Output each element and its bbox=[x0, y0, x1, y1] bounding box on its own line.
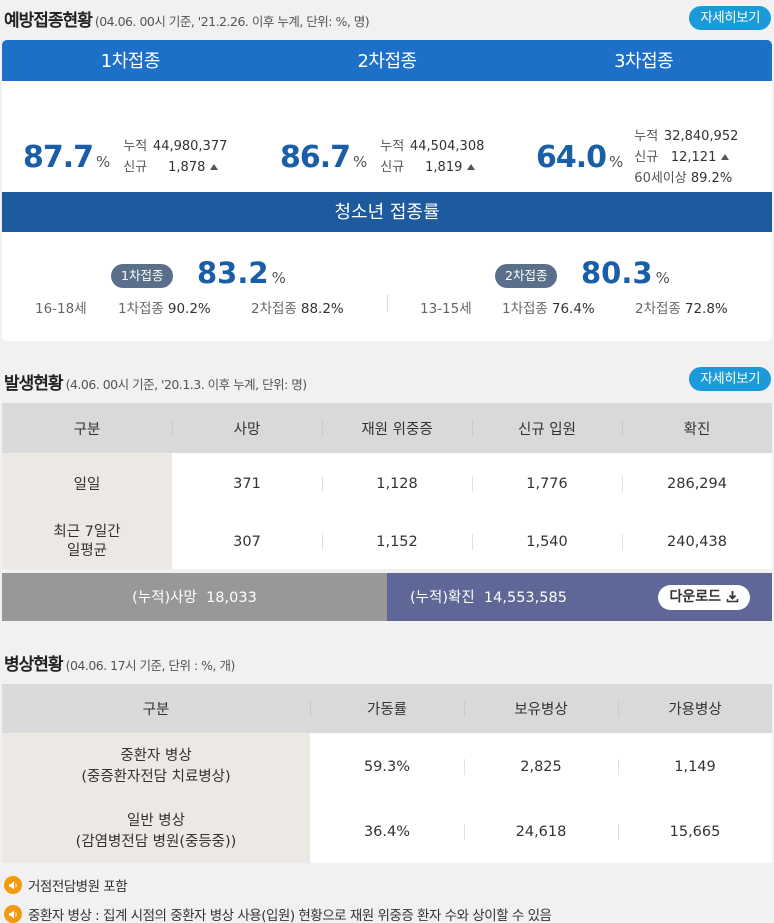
table-header-row: 구분 사망 재원 위중증 신규 입원 확진 bbox=[2, 403, 772, 453]
table-cell: 15,665 bbox=[618, 800, 772, 863]
download-icon bbox=[726, 591, 739, 603]
dose-2-cumulative: 44,504,308 bbox=[409, 139, 485, 154]
cumulative-bar: (누적)사망 18,033 (누적)확진 14,553,585 다운로드 bbox=[2, 573, 772, 621]
youth-1-age: 16-18세 bbox=[35, 301, 87, 317]
column-header: 사망 bbox=[172, 403, 322, 453]
dose-2-stats: 86.7% 누적 44,504,308 신규 1,819 bbox=[280, 109, 484, 205]
youth-1-badge: 1차접종 bbox=[111, 264, 174, 288]
row-label: 최근 7일간 일평균 bbox=[2, 514, 172, 569]
youth-2-badge: 2차접종 bbox=[495, 264, 558, 288]
vaccination-title: 예방접종현황 bbox=[4, 11, 93, 31]
divider bbox=[387, 294, 388, 312]
column-header: 가용병상 bbox=[618, 684, 772, 733]
beds-header: 병상현황 (04.06. 17시 기준, 단위 : %, 개) bbox=[4, 650, 235, 675]
dose-2-label: 2차접종 bbox=[357, 51, 417, 72]
youth-1-percent: 83.2% bbox=[197, 256, 286, 290]
speaker-icon bbox=[4, 876, 22, 894]
vaccination-more-button[interactable]: 자세히보기 bbox=[689, 6, 771, 30]
dose-1-cumulative: 44,980,377 bbox=[152, 139, 228, 154]
column-header: 구분 bbox=[2, 684, 310, 733]
outbreak-subtitle: (4.06. 00시 기준, '20.1.3. 이후 누계, 단위: 명) bbox=[65, 377, 308, 392]
beds-subtitle: (04.06. 17시 기준, 단위 : %, 개) bbox=[65, 658, 236, 673]
table-cell: 307 bbox=[233, 533, 261, 550]
youth-title: 청소년 접종률 bbox=[2, 192, 772, 232]
table-row: 일반 병상 (감염병전담 병원(중등중)) 36.4% 24,618 15,66… bbox=[2, 800, 772, 863]
note-item: 거점전담병원 포함 bbox=[4, 875, 128, 895]
table-cell: 371 bbox=[233, 475, 261, 492]
table-cell: 286,294 bbox=[622, 453, 772, 514]
column-header: 보유병상 bbox=[464, 684, 618, 733]
table-cell: 1,540 bbox=[472, 514, 622, 569]
dose-3-cumulative: 32,840,952 bbox=[663, 128, 739, 144]
youth-2-percent: 80.3% bbox=[581, 256, 670, 290]
outbreak-table: 구분 사망 재원 위중증 신규 입원 확진 일일 371 1,128 1,776… bbox=[2, 403, 772, 569]
column-header: 가동률 bbox=[310, 684, 464, 733]
table-cell: 1,149 bbox=[618, 733, 772, 800]
cumulative-confirmed: (누적)확진 14,553,585 다운로드 bbox=[387, 573, 772, 621]
dose-1-label: 1차접종 bbox=[100, 51, 161, 72]
row-label: 일일 bbox=[2, 453, 172, 514]
vaccination-header: 예방접종현황 (04.06. 00시 기준, '21.2.26. 이후 누계, … bbox=[4, 6, 370, 31]
dose-3-label: 3차접종 bbox=[614, 51, 674, 72]
youth-2-dose1: 1차접종 76.4% bbox=[502, 301, 595, 317]
table-header-row: 구분 가동률 보유병상 가용병상 bbox=[2, 684, 772, 733]
beds-title: 병상현황 bbox=[4, 655, 64, 675]
dose-2-new: 1,819 bbox=[425, 160, 463, 175]
increase-icon bbox=[210, 164, 219, 170]
youth-1-dose2: 2차접종 88.2% bbox=[251, 301, 344, 317]
note-item: 중환자 병상 : 집계 시점의 중환자 병상 사용(입원) 현황으로 재원 위중… bbox=[4, 904, 552, 923]
row-label: 중환자 병상 (중증환자전담 치료병상) bbox=[2, 733, 310, 800]
increase-icon bbox=[467, 164, 476, 170]
dose-header-bar: 1차접종 2차접종 3차접종 bbox=[2, 40, 772, 81]
table-cell: 36.4% bbox=[363, 823, 411, 840]
table-cell: 59.3% bbox=[363, 758, 411, 775]
cumulative-deaths: (누적)사망 18,033 bbox=[2, 573, 387, 621]
dose-1-new: 1,878 bbox=[168, 160, 206, 175]
dose-3-stats: 64.0% 누적 32,840,952 신규 12,121 60세이상 89.2… bbox=[536, 109, 738, 205]
table-cell: 24,618 bbox=[464, 800, 618, 863]
table-cell: 240,438 bbox=[622, 514, 772, 569]
youth-2-age: 13-15세 bbox=[420, 301, 472, 317]
table-row: 일일 371 1,128 1,776 286,294 bbox=[2, 453, 772, 514]
column-header: 재원 위중증 bbox=[322, 403, 472, 453]
outbreak-more-button[interactable]: 자세히보기 bbox=[689, 367, 771, 391]
outbreak-title: 발생현황 bbox=[4, 374, 64, 394]
dose-3-percent: 64.0% bbox=[536, 139, 623, 175]
dose-3-new: 12,121 bbox=[670, 149, 717, 165]
increase-icon bbox=[721, 153, 730, 160]
speaker-icon bbox=[4, 905, 22, 923]
outbreak-header: 발생현황 (4.06. 00시 기준, '20.1.3. 이후 누계, 단위: … bbox=[4, 369, 307, 394]
table-cell: 1,776 bbox=[472, 453, 622, 514]
vaccination-subtitle: (04.06. 00시 기준, '21.2.26. 이후 누계, 단위: %, … bbox=[94, 14, 370, 29]
column-header: 확진 bbox=[622, 403, 772, 453]
dose-3-over60: 89.2% bbox=[690, 170, 733, 186]
table-cell: 1,128 bbox=[322, 453, 472, 514]
table-cell: 2,825 bbox=[464, 733, 618, 800]
youth-2-dose2: 2차접종 72.8% bbox=[635, 301, 728, 317]
beds-table: 구분 가동률 보유병상 가용병상 중환자 병상 (중증환자전담 치료병상) 59… bbox=[2, 684, 772, 863]
column-header: 구분 bbox=[2, 403, 172, 453]
download-button[interactable]: 다운로드 bbox=[658, 585, 750, 610]
table-row: 최근 7일간 일평균 307 1,152 1,540 240,438 bbox=[2, 514, 772, 569]
table-cell: 1,152 bbox=[322, 514, 472, 569]
vaccination-card: 1차접종 2차접종 3차접종 87.7% 누적 44,980,377 신규 1,… bbox=[2, 40, 772, 341]
column-header: 신규 입원 bbox=[472, 403, 622, 453]
dose-2-percent: 86.7% bbox=[280, 139, 367, 175]
dose-1-stats: 87.7% 누적 44,980,377 신규 1,878 bbox=[23, 109, 227, 205]
table-row: 중환자 병상 (중증환자전담 치료병상) 59.3% 2,825 1,149 bbox=[2, 733, 772, 800]
row-label: 일반 병상 (감염병전담 병원(중등중)) bbox=[2, 800, 310, 863]
dose-1-percent: 87.7% bbox=[23, 139, 110, 175]
youth-1-dose1: 1차접종 90.2% bbox=[118, 301, 211, 317]
